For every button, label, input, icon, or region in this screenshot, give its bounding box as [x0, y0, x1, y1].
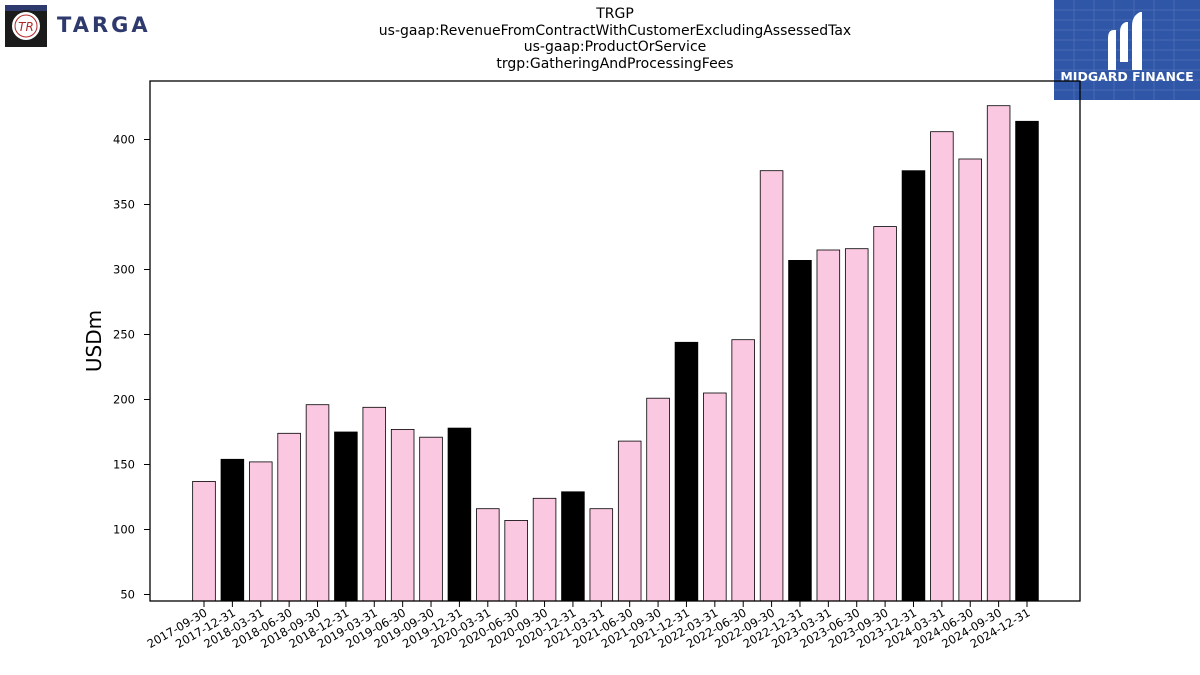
bar-2018-06-30 — [277, 432, 301, 602]
y-tick-label: 200 — [113, 393, 135, 407]
chart-title-line-ticker: TRGP — [596, 6, 634, 22]
bar-2023-03-31 — [816, 249, 841, 602]
brand-logo-text: MIDGARD FINANCE — [1060, 69, 1193, 84]
company-logo: TR TARGA — [5, 5, 155, 47]
bar-2021-03-31 — [589, 508, 614, 602]
y-axis: 50 100 150 200 250 300 350 400 — [113, 133, 150, 602]
bar-2024-06-30 — [958, 158, 982, 602]
brand-logo: MIDGARD FINANCE — [1054, 0, 1200, 100]
bar-series — [192, 105, 1039, 602]
chart-title: TRGP us-gaap:RevenueFromContractWithCust… — [315, 6, 915, 72]
targa-tr-logo-icon: TR TARGA — [5, 5, 151, 47]
bar-2023-12-31 — [901, 170, 926, 602]
bar-2018-09-30 — [305, 404, 330, 602]
y-tick-label: 50 — [120, 588, 135, 602]
y-axis-label: USDm — [82, 310, 106, 372]
bar-2020-09-30 — [532, 497, 557, 602]
y-tick-label: 400 — [113, 133, 135, 147]
bar-2020-12-31 — [561, 491, 585, 602]
bar-2020-06-30 — [504, 520, 528, 602]
bar-2023-09-30 — [873, 226, 897, 602]
company-logo-text: TARGA — [57, 13, 151, 37]
bar-2019-09-30 — [419, 436, 443, 602]
bar-2019-12-31 — [447, 427, 472, 602]
midgard-m-logo-icon: MIDGARD FINANCE — [1054, 0, 1200, 100]
svg-text:TR: TR — [18, 20, 34, 34]
y-tick-label: 250 — [113, 328, 135, 342]
bar-2024-03-31 — [930, 131, 954, 602]
y-tick-label: 150 — [113, 458, 135, 472]
x-axis: 2017-09-302017-12-312018-03-312018-06-30… — [145, 601, 1033, 651]
chart-title-line-concept: us-gaap:RevenueFromContractWithCustomerE… — [378, 22, 852, 39]
y-tick-label: 350 — [113, 198, 135, 212]
bar-2020-03-31 — [476, 508, 500, 602]
chart-title-line-axis: us-gaap:ProductOrService — [523, 39, 707, 55]
bar-2022-03-31 — [703, 392, 727, 602]
bar-2021-09-30 — [646, 397, 670, 602]
plot-frame — [149, 80, 1081, 602]
chart-title-line-member: trgp:GatheringAndProcessingFees — [496, 55, 734, 72]
bar-2019-06-30 — [390, 428, 415, 602]
bar-2024-12-31 — [1015, 120, 1039, 602]
bar-2022-12-31 — [788, 259, 812, 602]
bar-2022-09-30 — [759, 170, 784, 602]
y-tick-label: 300 — [113, 263, 135, 277]
bar-2021-12-31 — [674, 341, 699, 602]
bar-2021-06-30 — [617, 440, 642, 602]
bar-2024-09-30 — [986, 105, 1011, 602]
bar-2019-03-31 — [362, 406, 387, 602]
bar-2022-06-30 — [731, 339, 755, 602]
y-tick-label: 100 — [113, 523, 135, 537]
bar-2023-06-30 — [844, 248, 869, 602]
bar-2018-12-31 — [334, 431, 358, 602]
bar-2017-12-31 — [220, 458, 245, 602]
bar-2018-03-31 — [249, 461, 273, 602]
bar-2017-09-30 — [192, 480, 216, 602]
